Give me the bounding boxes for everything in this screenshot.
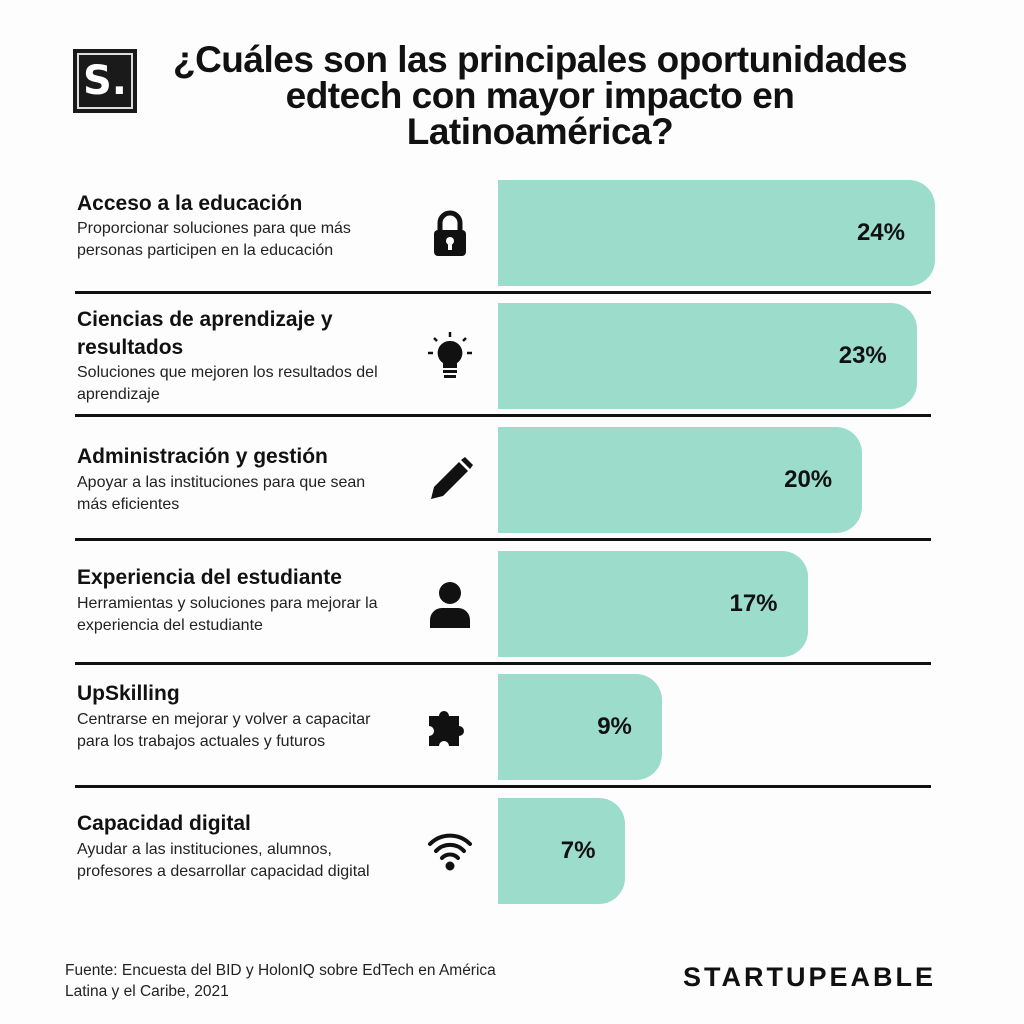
lock-icon <box>425 208 475 258</box>
user-icon <box>425 579 475 629</box>
row-description: Soluciones que mejoren los resultados de… <box>77 364 378 403</box>
row-description: Centrarse en mejorar y volver a capacita… <box>77 711 371 750</box>
row-description: Ayudar a las instituciones, alumnos, pro… <box>77 841 370 880</box>
row-divider <box>75 414 931 417</box>
row-title: Capacidad digital <box>77 812 251 835</box>
title-line-2: edtech con mayor impacto en Latinoaméric… <box>285 75 795 152</box>
wifi-icon <box>425 826 475 876</box>
row-title: Acceso a la educación <box>77 192 303 215</box>
pencil-icon <box>425 455 475 505</box>
title-line-1: ¿Cuáles son las principales oportunidade… <box>172 39 908 80</box>
row-description: Apoyar a las instituciones para que sean… <box>77 474 366 513</box>
row-divider <box>75 662 931 665</box>
row-title: UpSkilling <box>77 682 180 705</box>
bar: 9% <box>498 674 662 780</box>
data-label: 24% <box>856 219 905 246</box>
lightbulb-icon <box>425 331 475 381</box>
data-label: 23% <box>838 342 887 369</box>
row-title: Administración y gestión <box>77 445 328 468</box>
row-title: Ciencias de aprendizaje y resultados <box>77 308 333 359</box>
puzzle-icon <box>425 702 475 752</box>
data-label: 20% <box>784 466 833 493</box>
data-label: 7% <box>560 837 596 864</box>
row-divider <box>75 538 931 541</box>
startupeable-logo: S. <box>73 49 137 113</box>
bar: 17% <box>498 551 808 657</box>
source-note: Fuente: Encuesta del BID y HolonIQ sobre… <box>65 962 496 1000</box>
data-label: 17% <box>729 590 778 617</box>
row-title: Experiencia del estudiante <box>77 566 342 589</box>
data-label: 9% <box>597 713 632 740</box>
brand-name: STARTUPEABLE <box>683 962 937 992</box>
row-description: Herramientas y soluciones para mejorar l… <box>77 595 378 634</box>
row-divider <box>75 785 931 788</box>
bar: 24% <box>498 180 935 286</box>
chart-title: ¿Cuáles son las principales oportunidade… <box>150 39 930 152</box>
row-description: Proporcionar soluciones para que más per… <box>77 220 351 259</box>
bar: 7% <box>498 798 626 904</box>
bar: 20% <box>498 427 863 533</box>
logo-text: S. <box>77 53 133 109</box>
bar: 23% <box>498 303 917 409</box>
row-divider <box>75 291 931 294</box>
